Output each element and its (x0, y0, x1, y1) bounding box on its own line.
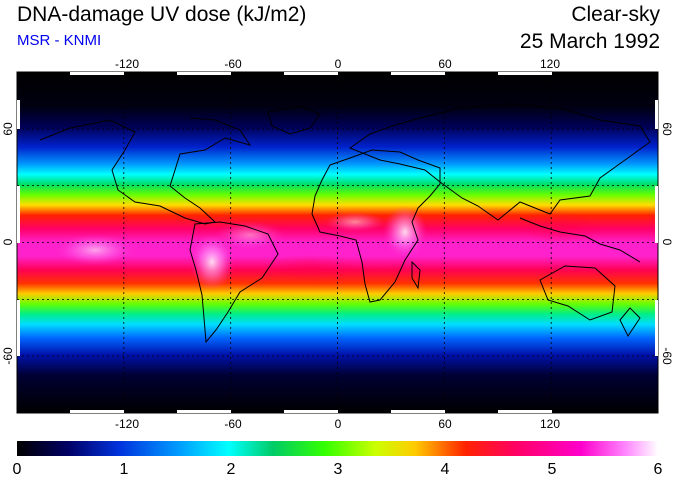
colorbar-tick: 6 (654, 461, 663, 478)
lat-tick-left: 60 (1, 122, 15, 136)
lat-tick-left: 0 (1, 238, 15, 245)
lon-tick-bottom: -60 (224, 417, 242, 431)
lon-labels-top: -120 -60 0 60 120 (115, 57, 560, 71)
colorbar-tick: 5 (548, 461, 557, 478)
colorbar-tick: 2 (227, 461, 236, 478)
date-label: 25 March 1992 (519, 30, 660, 53)
lon-tick-top: -120 (115, 57, 139, 71)
lon-tick-bottom: 120 (540, 417, 560, 431)
map-frame (16, 71, 659, 414)
map-subtitle: MSR - KNMI (17, 32, 102, 49)
lat-tick-right: 60 (660, 122, 674, 136)
lat-tick-left: -60 (1, 347, 15, 365)
lon-tick-top: -60 (224, 57, 242, 71)
lon-labels-bottom: -120 -60 0 60 120 (115, 417, 560, 431)
lat-labels-left: 60 0 -60 (1, 122, 15, 365)
lat-labels-right: 60 0 -60 (660, 122, 674, 365)
lon-tick-top: 60 (438, 57, 452, 71)
map-title: DNA-damage UV dose (kJ/m2) (17, 3, 307, 26)
colorbar-labels: 0 1 2 3 4 5 6 (13, 461, 663, 478)
graticule (17, 72, 658, 413)
colorbar-tick: 4 (441, 461, 450, 478)
lon-tick-top: 0 (335, 57, 342, 71)
lon-tick-bottom: 60 (438, 417, 452, 431)
sky-condition-label: Clear-sky (571, 3, 660, 26)
lon-tick-bottom: -120 (115, 417, 139, 431)
colorbar-tick: 0 (13, 461, 22, 478)
colorbar-tick: 3 (334, 461, 343, 478)
coastlines (39, 103, 651, 344)
lat-tick-right: 0 (660, 239, 674, 246)
lat-tick-right: -60 (660, 347, 674, 365)
colorbar-tick: 1 (120, 461, 129, 478)
lon-tick-bottom: 0 (335, 417, 342, 431)
colorbar (17, 441, 658, 456)
lon-tick-top: 120 (540, 57, 560, 71)
